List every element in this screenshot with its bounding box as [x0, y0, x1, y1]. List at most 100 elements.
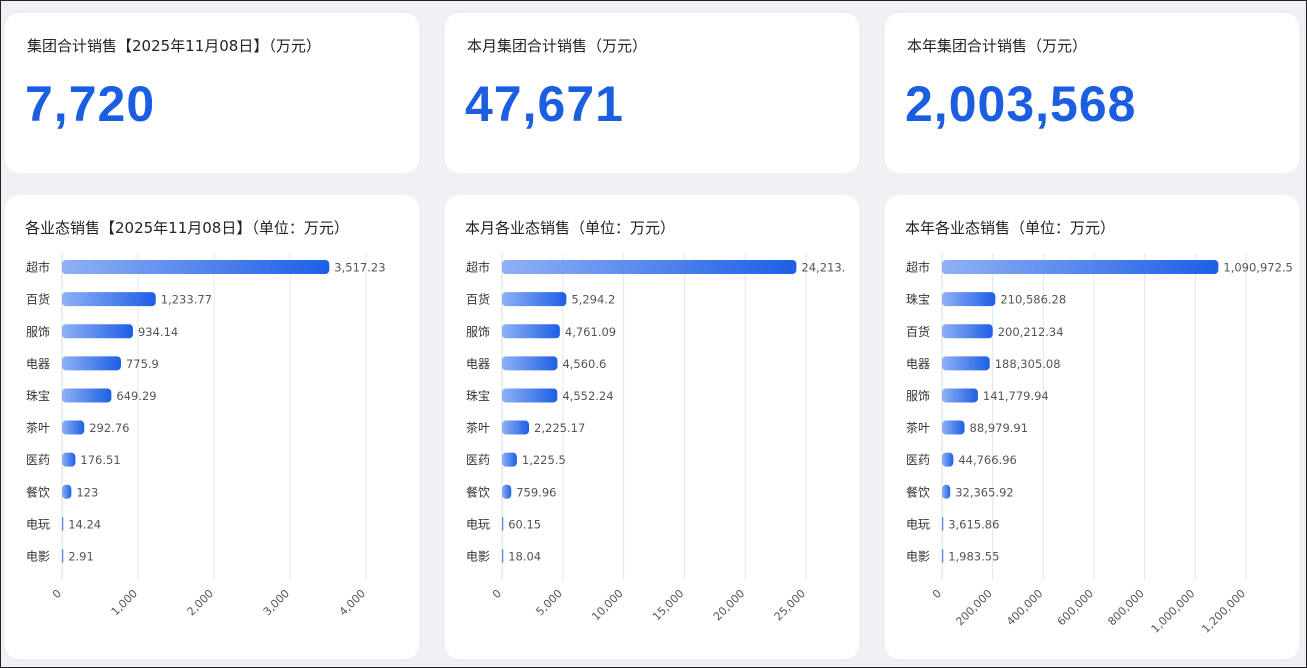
bar [942, 484, 951, 499]
value-label: 1,983.55 [948, 549, 999, 563]
category-label: 百货 [906, 324, 930, 339]
x-tick-label: 2,000 [185, 587, 216, 618]
x-tick-label: 0 [490, 587, 504, 601]
category-label: 餐饮 [26, 484, 50, 499]
bar [62, 356, 121, 371]
x-tick-label: 20,000 [711, 587, 747, 623]
category-label: 服饰 [906, 389, 930, 403]
value-label: 2.91 [68, 549, 94, 563]
bar [62, 516, 64, 531]
category-label: 电影 [466, 549, 490, 563]
x-tick-label: 400,000 [1004, 587, 1045, 628]
value-label: 3,615.86 [948, 517, 999, 531]
bar [62, 292, 156, 307]
category-label: 服饰 [26, 325, 50, 339]
kpi-title: 集团合计销售【2025年11月08日】（万元） [27, 37, 321, 55]
value-label: 649.29 [116, 389, 156, 403]
x-tick-label: 4,000 [337, 587, 368, 618]
bar [62, 548, 64, 563]
value-label: 88,979.91 [970, 421, 1029, 435]
value-label: 32,365.92 [955, 485, 1014, 499]
bar [502, 260, 797, 275]
bar [502, 420, 530, 435]
x-tick-label: 15,000 [650, 587, 686, 623]
value-label: 18.04 [508, 549, 541, 563]
bar-chart-month: 超市 24,213. 百货 5,294.2 服饰 4,761.09 电器 4,560.6 珠宝 4… [466, 253, 845, 623]
chart-title: 本年各业态销售（单位：万元） [905, 219, 1116, 237]
x-tick-label: 800,000 [1105, 587, 1146, 628]
category-label: 珠宝 [26, 389, 50, 403]
category-label: 百货 [26, 292, 50, 307]
bar [502, 324, 560, 339]
category-label: 茶叶 [466, 420, 490, 435]
value-label: 60.15 [508, 517, 541, 531]
x-tick-label: 1,000 [109, 587, 140, 618]
category-label: 电玩 [906, 517, 930, 531]
x-tick-label: 0 [50, 587, 64, 601]
kpi-value: 7,720 [25, 76, 156, 132]
category-label: 餐饮 [466, 484, 490, 499]
x-tick-label: 5,000 [533, 587, 564, 618]
bar [502, 356, 558, 371]
value-label: 4,560.6 [562, 357, 606, 371]
x-tick-label: 1,200,000 [1199, 587, 1248, 636]
bar [942, 388, 978, 403]
bar [502, 292, 567, 307]
category-label: 珠宝 [906, 293, 930, 307]
value-label: 934.14 [138, 325, 178, 339]
value-label: 14.24 [68, 517, 101, 531]
x-tick-label: 1,000,000 [1149, 587, 1198, 636]
kpi-title: 本年集团合计销售（万元） [907, 37, 1088, 55]
bar [62, 324, 133, 339]
bar [502, 516, 504, 531]
bar [942, 516, 944, 531]
bar [942, 548, 944, 563]
bar [62, 420, 85, 435]
category-label: 电器 [466, 357, 490, 371]
value-label: 1,090,972.5 [1223, 261, 1293, 275]
value-label: 210,586.28 [1000, 293, 1066, 307]
kpi-card-day: 集团合计销售【2025年11月08日】（万元） 7,720 [5, 13, 419, 173]
bar [942, 452, 954, 467]
chart-card-month: 本月各业态销售（单位：万元） 超市 24,213. 百货 5,294.2 服饰 4,761… [445, 195, 859, 659]
chart-title: 各业态销售【2025年11月08日】（单位：万元） [25, 219, 349, 237]
chart-card-year: 本年各业态销售（单位：万元） 超市 1,090,972.5 珠宝 210,586.28… [885, 195, 1299, 659]
value-label: 176.51 [80, 453, 120, 467]
category-label: 服饰 [466, 325, 490, 339]
category-label: 超市 [906, 260, 930, 275]
bar [502, 452, 517, 467]
kpi-card-month: 本月集团合计销售（万元） 47,671 [445, 13, 859, 173]
value-label: 4,552.24 [562, 389, 613, 403]
bar [942, 420, 965, 435]
value-label: 44,766.96 [958, 453, 1017, 467]
bar [502, 484, 512, 499]
category-label: 医药 [906, 453, 930, 467]
category-label: 电影 [26, 549, 50, 563]
bar-chart-day: 超市 3,517.23 百货 1,233.77 服饰 934.14 电器 775.9 珠宝 649… [26, 253, 386, 618]
bar [502, 548, 504, 563]
category-label: 餐饮 [906, 484, 930, 499]
x-tick-label: 200,000 [953, 587, 994, 628]
category-label: 电器 [906, 357, 930, 371]
value-label: 200,212.34 [998, 325, 1064, 339]
value-label: 123 [76, 485, 98, 499]
category-label: 电器 [26, 357, 50, 371]
kpi-value: 47,671 [465, 76, 624, 132]
bar [942, 324, 993, 339]
category-label: 百货 [466, 292, 490, 307]
value-label: 292.76 [89, 421, 129, 435]
value-label: 775.9 [126, 357, 159, 371]
category-label: 电玩 [466, 517, 490, 531]
value-label: 24,213. [801, 261, 845, 275]
value-label: 1,233.77 [161, 293, 212, 307]
x-tick-label: 0 [930, 587, 944, 601]
value-label: 141,779.94 [983, 389, 1049, 403]
value-label: 759.96 [516, 485, 556, 499]
bar [502, 388, 558, 403]
kpi-title: 本月集团合计销售（万元） [467, 37, 648, 55]
value-label: 5,294.2 [571, 293, 615, 307]
bar [62, 388, 112, 403]
x-tick-label: 10,000 [589, 587, 625, 623]
category-label: 医药 [466, 453, 490, 467]
chart-title: 本月各业态销售（单位：万元） [465, 219, 676, 237]
